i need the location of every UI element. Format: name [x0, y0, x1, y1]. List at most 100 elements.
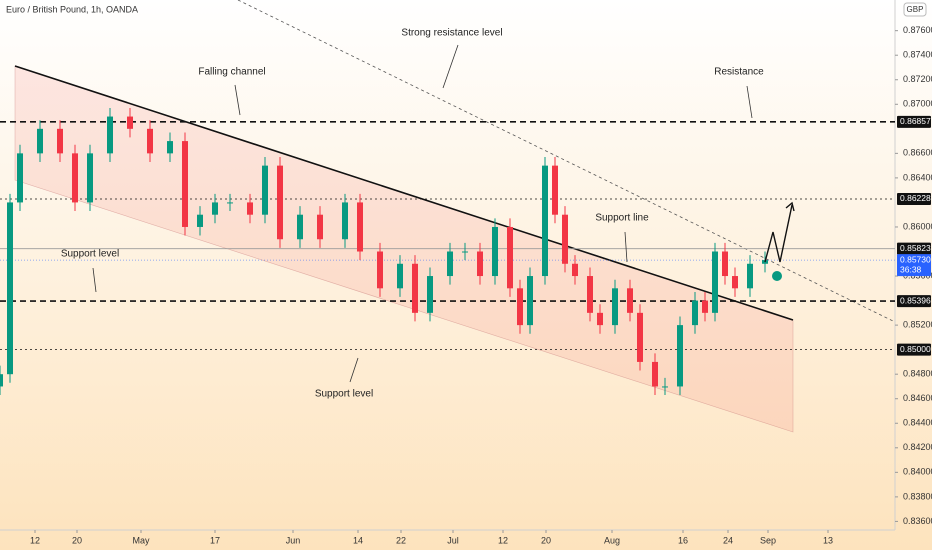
candle-body: [447, 251, 453, 277]
candle-body: [692, 300, 698, 326]
currency-box: [903, 2, 927, 17]
candle-body: [677, 325, 683, 387]
candle-body: [477, 251, 483, 277]
candle-body: [7, 202, 13, 375]
candle-body: [277, 165, 283, 240]
x-tick-label: 14: [353, 535, 363, 545]
annotation-arrow: [746, 85, 753, 119]
candle-body: [17, 153, 23, 203]
x-tick-label: 20: [72, 535, 82, 545]
x-tick-label: Aug: [604, 535, 620, 545]
annotation: Resistance: [714, 67, 764, 78]
candle-body: [542, 165, 548, 277]
candle-body: [627, 288, 633, 313]
candle-body: [212, 202, 218, 215]
annotation: Support level: [315, 389, 373, 400]
annotation-arrow: [349, 357, 359, 383]
x-tick-label: May: [132, 535, 150, 545]
x-tick-label: Sep: [760, 535, 776, 545]
x-tick-label: 13: [823, 535, 833, 545]
resistance-trendline: [237, 0, 896, 323]
candle-body: [427, 276, 433, 313]
candle-body: [572, 263, 578, 277]
annotation: Falling channel: [198, 67, 265, 78]
candles: [0, 107, 768, 396]
annotation: Support level: [61, 249, 119, 260]
candle-body: [412, 263, 418, 313]
candle-body: [587, 276, 593, 313]
candle-body: [652, 361, 658, 387]
level-label-box: [897, 242, 931, 255]
candle-body: [732, 276, 738, 289]
x-tick-label: 12: [498, 535, 508, 545]
x-tick-label: Jul: [447, 535, 459, 545]
indicator: [772, 271, 782, 281]
candle-body: [492, 226, 498, 277]
x-tick-label: Jun: [286, 535, 301, 545]
channel-top: [14, 65, 794, 321]
annotation-arrow: [442, 44, 459, 89]
candle-body: [527, 276, 533, 326]
annotation-arrow: [624, 231, 628, 263]
last-price-box: [897, 254, 931, 277]
annotation: Strong resistance level: [401, 28, 502, 39]
x-tick-label: 22: [396, 535, 406, 545]
candle-body: [127, 116, 133, 129]
level-label-box: [897, 192, 931, 205]
candle-body: [562, 214, 568, 264]
candle-body: [107, 116, 113, 154]
x-tick-label: 20: [541, 535, 551, 545]
candle-body: [87, 153, 93, 203]
candle-body: [57, 128, 63, 154]
x-tick-label: 24: [723, 535, 733, 545]
last-price-label: 0.85730: [900, 254, 931, 264]
annotation: Support line: [595, 213, 649, 224]
candle-body: [342, 202, 348, 240]
candle-body: [357, 202, 363, 252]
level-label-box: [897, 295, 931, 308]
y-tick-label: 0.87600: [903, 25, 932, 35]
candle-body: [182, 141, 188, 227]
level-label: 0.85823: [900, 243, 931, 253]
level-label-box: [897, 115, 931, 128]
candle-body: [722, 251, 728, 277]
candle-body: [612, 288, 618, 326]
projection: [764, 204, 793, 263]
candle-body: [712, 251, 718, 313]
projection-head: [785, 201, 795, 212]
candle-body: [147, 128, 153, 154]
candle-body: [517, 288, 523, 326]
candle-body: [297, 214, 303, 240]
annotation-arrow: [234, 84, 241, 116]
candle-body: [637, 312, 643, 362]
candle-body: [317, 214, 323, 240]
candle-body: [37, 128, 43, 154]
candle-body: [507, 226, 513, 289]
level-label: 0.86857: [900, 116, 931, 126]
candle-body: [462, 251, 468, 253]
annotation-arrow: [92, 267, 97, 293]
candle-body: [397, 263, 403, 289]
x-tick-label: 16: [678, 535, 688, 545]
candle-body: [262, 165, 268, 215]
countdown: 36:38: [900, 264, 922, 274]
chart-title: Euro / British Pound, 1h, OANDA: [6, 4, 138, 14]
level-label: 0.85396: [900, 295, 931, 305]
candle-body: [702, 300, 708, 313]
x-tick-label: 17: [210, 535, 220, 545]
candle-body: [227, 202, 233, 204]
currency: GBP: [907, 5, 924, 14]
candle-body: [197, 214, 203, 227]
level-label: 0.86228: [900, 193, 931, 203]
candle-body: [72, 153, 78, 203]
